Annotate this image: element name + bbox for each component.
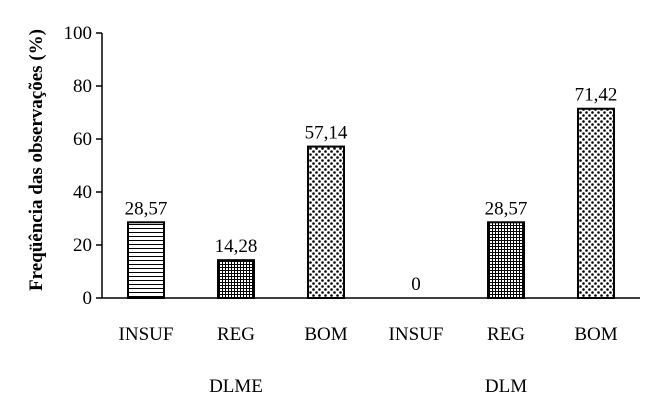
y-tick-label: 80	[73, 76, 92, 97]
category-label: INSUF	[389, 324, 444, 345]
data-label: 71,42	[575, 85, 618, 106]
y-tick-label: 20	[73, 235, 92, 256]
category-label: INSUF	[119, 324, 174, 345]
bar	[307, 145, 345, 299]
data-label: 28,57	[485, 198, 528, 219]
group-label: DLME	[209, 376, 263, 397]
y-tick-label: 40	[73, 182, 92, 203]
category-label: REG	[217, 324, 255, 345]
data-label: 0	[411, 274, 421, 295]
data-label: 57,14	[305, 123, 348, 144]
y-tick-label: 0	[83, 288, 93, 309]
category-label: BOM	[574, 324, 617, 345]
group-labels: DLME DLM	[209, 376, 527, 397]
y-axis-label: Freqüência das observações (%)	[26, 29, 47, 291]
bar	[127, 221, 165, 300]
y-tick-label: 100	[64, 23, 93, 44]
bar	[217, 259, 255, 299]
y-ticks: 0 20 40 60 80 100	[64, 23, 102, 309]
group-label: DLM	[485, 376, 527, 397]
category-labels: INSUF REG BOM INSUF REG BOM	[119, 324, 618, 345]
data-labels: 28,57 14,28 57,14 0 28,57 71,42	[125, 85, 618, 295]
bars	[127, 107, 615, 300]
data-label: 28,57	[125, 198, 168, 219]
category-label: REG	[487, 324, 525, 345]
bar	[487, 221, 525, 300]
bar	[577, 107, 615, 299]
y-tick-label: 60	[73, 129, 92, 150]
category-label: BOM	[304, 324, 347, 345]
data-label: 14,28	[215, 236, 258, 257]
